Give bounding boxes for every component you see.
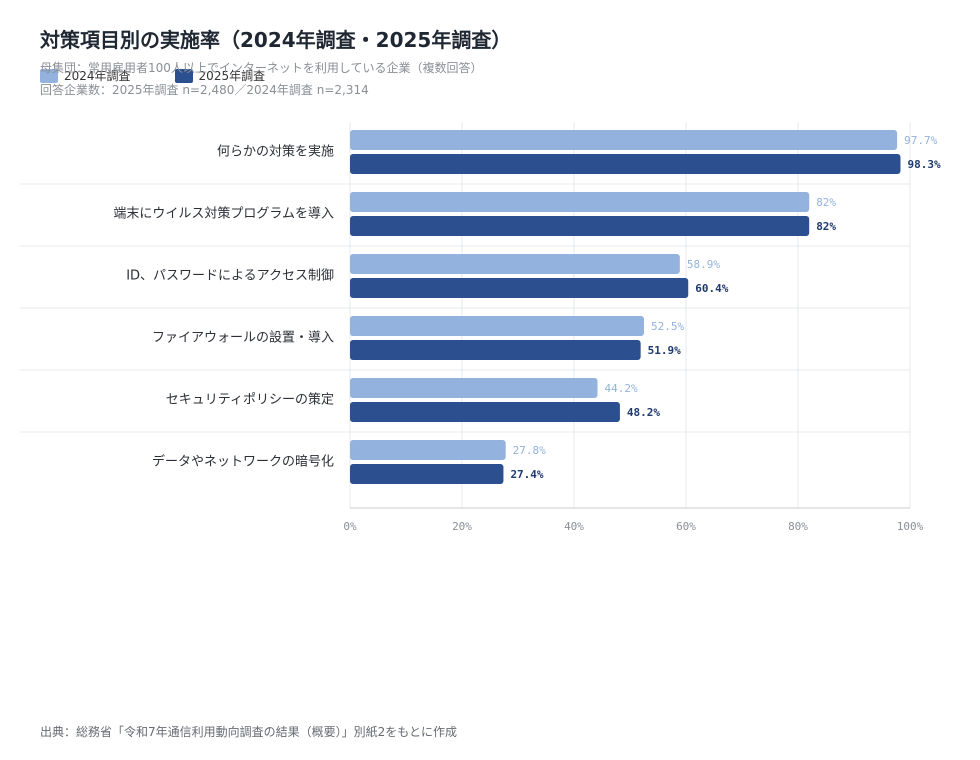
- chart-subtitle: 母集団：常用雇用者100人以上でインターネットを利用している企業（複数回答）: [40, 61, 483, 75]
- bar-2025: [350, 402, 620, 422]
- x-tick-label: 0%: [343, 520, 357, 533]
- legend-item-2025: 2025年調査: [174, 67, 266, 84]
- legend-item-2024: 2024年調査: [40, 67, 131, 84]
- data-label: 51.9%: [648, 344, 681, 357]
- data-label: 44.2%: [605, 382, 638, 395]
- legend: 2024年調査 2025年調査: [40, 67, 309, 84]
- bar-2024: [350, 316, 644, 336]
- data-label: 27.8%: [513, 444, 546, 457]
- bar-chart: 0% 20% 40% 60% 80% 100% 何らかの対策を実施 97.7% 98.3% 端末に…: [20, 122, 941, 533]
- x-tick-label: 80%: [788, 520, 808, 533]
- data-label: 27.4%: [510, 468, 543, 481]
- data-label: 82%: [816, 196, 836, 209]
- x-tick-label: 100%: [897, 520, 924, 533]
- bar-2024: [350, 192, 810, 212]
- source-note: 出典：総務省「令和7年通信利用動向調査の結果（概要）」別紙2をもとに作成: [40, 725, 458, 739]
- category-label: セキュリティポリシーの策定: [166, 392, 334, 408]
- chart-title: 対策項目別の実施率（2024年調査・2025年調査）: [40, 28, 512, 52]
- legend-swatch-2025: [174, 68, 193, 83]
- bar-2024: [350, 254, 680, 274]
- bar-2025: [350, 154, 901, 174]
- x-tick-label: 60%: [676, 520, 696, 533]
- bar-2025: [350, 464, 504, 484]
- data-label: 52.5%: [651, 320, 684, 333]
- chart-sample-size: 回答企業数：2025年調査 n=2,480／2024年調査 n=2,314: [40, 83, 369, 97]
- category-label: ファイアウォールの設置・導入: [152, 330, 334, 346]
- bar-2025: [350, 278, 689, 298]
- bar-2024: [350, 378, 598, 398]
- category-label: ID、パスワードによるアクセス制御: [126, 269, 334, 284]
- category-label: 端末にウイルス対策プログラムを導入: [113, 206, 334, 222]
- data-label: 98.3%: [907, 158, 940, 171]
- data-label: 58.9%: [687, 258, 720, 271]
- data-label: 48.2%: [627, 406, 660, 419]
- x-tick-label: 40%: [564, 520, 584, 533]
- bar-2024: [350, 130, 898, 150]
- legend-label-2024: 2024年調査: [64, 69, 131, 83]
- x-tick-label: 20%: [452, 520, 472, 533]
- data-label: 97.7%: [904, 134, 937, 147]
- bar-2025: [350, 340, 641, 360]
- legend-label-2025: 2025年調査: [198, 69, 266, 83]
- data-label: 82%: [816, 220, 836, 233]
- bar-2024: [350, 440, 506, 460]
- legend-swatch-2024: [40, 68, 58, 83]
- category-label: 何らかの対策を実施: [217, 144, 334, 160]
- category-label: データやネットワークの暗号化: [152, 454, 334, 470]
- data-label: 60.4%: [695, 282, 728, 295]
- bar-2025: [350, 216, 810, 236]
